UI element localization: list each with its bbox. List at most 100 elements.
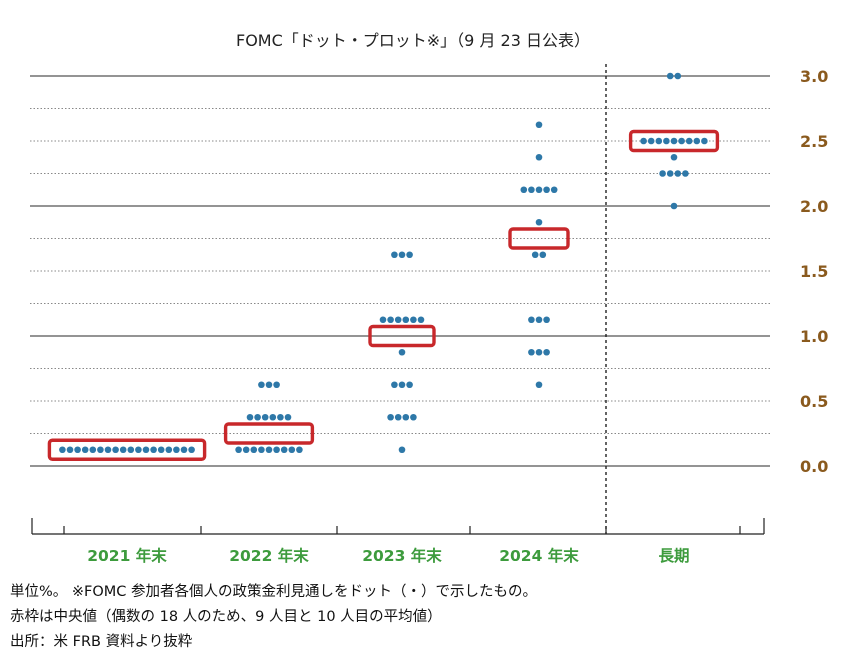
median-box [368,324,436,348]
dot [280,446,288,454]
dot [273,381,280,389]
dot [402,316,410,324]
median-box [628,129,720,153]
footnotes: 単位%。 ※FOMC 参加者各個人の政策金利見通しをドット（・）で示したもの。 … [10,580,537,655]
dot [670,202,678,210]
footnote-unit: 単位%。 ※FOMC 参加者各個人の政策金利見通しをドット（・）で示したもの。 [10,584,538,600]
footnote-source: 出所：米 FRB 資料より抜粋 [10,634,193,650]
dot [173,446,180,454]
y-tick-label: 0.0 [800,457,828,476]
dot [127,446,135,454]
dot [640,137,647,145]
dot [531,251,539,259]
dot [674,170,682,177]
dot [273,446,280,454]
dot [277,413,284,421]
dot [265,446,273,454]
dot [288,446,296,454]
dot [666,72,674,80]
dot [394,413,402,421]
dot [535,316,543,324]
dot [678,137,685,145]
median-box [47,438,207,461]
dot [520,186,528,194]
dot [528,316,535,324]
dot [391,251,398,259]
dot [543,186,550,194]
dot [235,446,242,454]
dot [258,381,265,389]
dot [398,381,406,389]
dot [269,413,277,421]
dot [379,316,387,324]
dot [296,446,303,454]
dot [142,446,150,454]
dot [112,446,119,454]
dot [535,381,543,389]
dot [150,446,157,454]
category-label: 2023 年末 [362,546,442,565]
dot [398,251,406,259]
dot [539,251,547,259]
dot [663,137,670,145]
dot [97,446,104,454]
dot [685,137,693,145]
dot [670,153,678,161]
category-label: 2022 年末 [229,546,309,565]
dot [250,446,258,454]
dot [246,413,254,421]
dot [119,446,127,454]
dot [165,446,173,454]
dot [417,316,425,324]
dot [674,72,682,80]
dot [535,218,543,226]
dot [261,413,269,421]
dot [410,316,417,324]
dot [528,186,535,194]
dot [535,153,543,161]
dot [528,348,535,356]
category-label: 2024 年末 [499,546,579,565]
dot [398,348,406,356]
dot [59,446,66,454]
dot [410,413,417,421]
dot [535,186,543,194]
dot [406,381,413,389]
dot [543,316,550,324]
chart-title: FOMC「ドット・プロット※」（9 月 23 日公表） [236,31,590,50]
y-tick-label: 0.5 [800,392,828,411]
dot [265,381,273,389]
dot [394,316,402,324]
dot [188,446,195,454]
dot [670,137,678,145]
dot [254,413,261,421]
median-box [223,422,315,445]
dot [258,446,265,454]
y-tick-label: 1.0 [800,327,828,346]
category-label: 2021 年末 [87,546,167,565]
dot [242,446,250,454]
dot [81,446,89,454]
footnote-median: 赤枠は中央値（偶数の 18 人のため、9 人目と 10 人目の平均値） [10,609,442,625]
y-tick-label: 3.0 [800,67,828,86]
dot [74,446,81,454]
dot [682,170,689,177]
dot [693,137,701,145]
dot [89,446,97,454]
dot [157,446,165,454]
dot [406,251,413,259]
dot [550,186,558,194]
dot [387,316,394,324]
dot [398,446,406,454]
dot [535,348,543,356]
y-tick-label: 1.5 [800,262,828,281]
dot [655,137,663,145]
dot [543,348,550,356]
dot [387,413,394,421]
dot [180,446,188,454]
dot [659,170,666,177]
dot [104,446,112,454]
y-tick-label: 2.0 [800,197,828,216]
dot [701,137,708,145]
